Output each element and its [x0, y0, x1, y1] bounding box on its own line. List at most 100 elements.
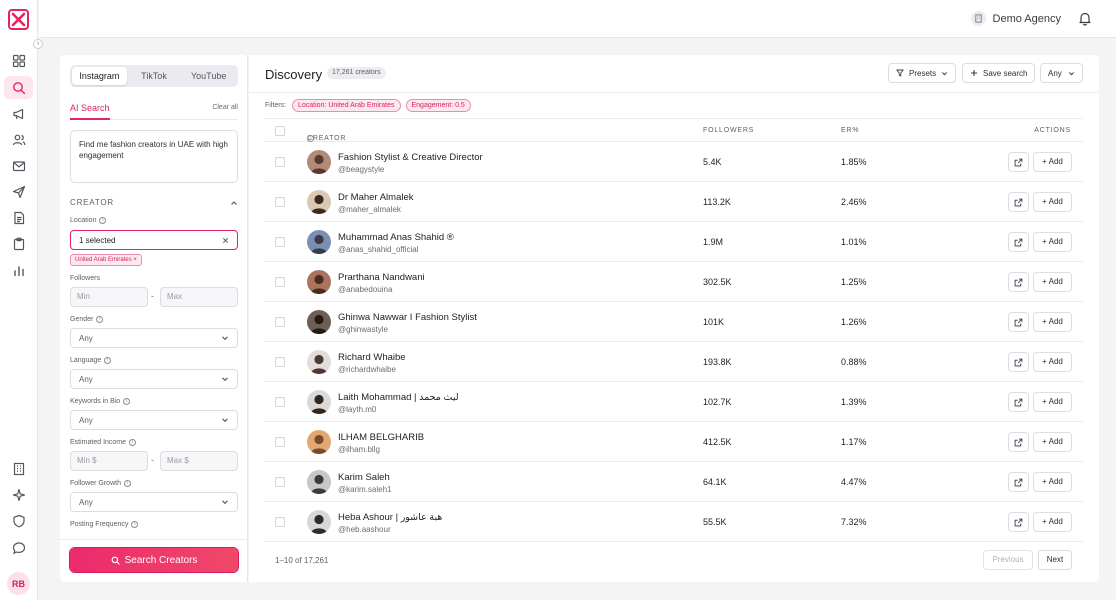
creator-avatar[interactable] [307, 270, 331, 294]
open-profile-button[interactable] [1008, 512, 1029, 532]
creator-name[interactable]: Heba Ashour | هبة عاشور [338, 512, 443, 523]
table-row[interactable]: ILHAM BELGHARIB @ilham.bllg 412.5K 1.17% + A… [265, 422, 1083, 462]
creator-avatar[interactable] [307, 430, 331, 454]
creator-name[interactable]: Laith Mohammad | ليث محمد [338, 392, 459, 403]
any-select[interactable]: Any [1040, 63, 1083, 83]
analytics-nav[interactable] [4, 258, 33, 281]
creator-avatar[interactable] [307, 230, 331, 254]
table-row[interactable]: Ghinwa Nawwar I Fashion Stylist @ghinwast… [265, 302, 1083, 342]
row-checkbox[interactable] [275, 197, 285, 207]
add-creator-button[interactable]: + Add [1033, 192, 1072, 212]
row-checkbox[interactable] [275, 317, 285, 327]
table-row[interactable]: Dr Maher Almalek @maher_almalek 113.2K 2.46… [265, 182, 1083, 222]
column-followers[interactable]: FOLLOWERS [703, 127, 755, 134]
creator-name[interactable]: Muhammad Anas Shahid ® [338, 232, 454, 243]
open-profile-button[interactable] [1008, 272, 1029, 292]
open-profile-button[interactable] [1008, 312, 1029, 332]
table-row[interactable]: Heba Ashour | هبة عاشور @heb.aashour 55.5K… [265, 502, 1083, 542]
open-profile-button[interactable] [1008, 472, 1029, 492]
agency-switcher[interactable]: Demo Agency [970, 11, 1061, 26]
select-all-checkbox[interactable] [275, 126, 285, 136]
user-avatar[interactable]: RB [7, 572, 30, 595]
dashboard-nav[interactable] [4, 49, 33, 72]
notifications-bell-icon[interactable] [1078, 11, 1092, 29]
ai-nav[interactable] [4, 483, 33, 506]
search-creators-button[interactable]: Search Creators [70, 548, 238, 572]
column-er[interactable]: ER% [841, 127, 860, 134]
creator-name[interactable]: Karim Saleh [338, 472, 390, 483]
row-checkbox[interactable] [275, 517, 285, 527]
ai-search-tab[interactable]: AI Search [70, 103, 110, 113]
creator-avatar[interactable] [307, 190, 331, 214]
income-min-input[interactable]: Min $ [70, 451, 148, 471]
collapse-sidebar-icon[interactable]: › [33, 39, 43, 49]
table-row[interactable]: Richard Whaibe @richardwhaibe 193.8K 0.88% +… [265, 342, 1083, 382]
row-checkbox[interactable] [275, 277, 285, 287]
followers-max-input[interactable]: Max [160, 287, 238, 307]
creator-name[interactable]: Prarthana Nandwani [338, 272, 425, 283]
tab-instagram[interactable]: Instagram [72, 67, 127, 85]
creator-name[interactable]: Fashion Stylist & Creative Director [338, 152, 483, 163]
filter-chip-location[interactable]: Location: United Arab Emirates [292, 98, 401, 112]
discovery-nav[interactable] [4, 76, 33, 99]
add-creator-button[interactable]: + Add [1033, 432, 1072, 452]
previous-page-button[interactable]: Previous [983, 550, 1033, 570]
creator-name[interactable]: Ghinwa Nawwar I Fashion Stylist [338, 312, 477, 323]
creator-name[interactable]: Richard Whaibe [338, 352, 406, 363]
tasks-nav[interactable] [4, 232, 33, 255]
inbox-nav[interactable] [4, 154, 33, 177]
open-profile-button[interactable] [1008, 192, 1029, 212]
campaigns-nav[interactable] [4, 102, 33, 125]
add-creator-button[interactable]: + Add [1033, 272, 1072, 292]
clear-icon[interactable] [222, 237, 229, 244]
clear-all-link[interactable]: Clear all [212, 104, 238, 111]
creators-nav[interactable] [4, 128, 33, 151]
row-checkbox[interactable] [275, 477, 285, 487]
creator-section-header[interactable]: CREATOR [70, 198, 238, 207]
add-creator-button[interactable]: + Add [1033, 472, 1072, 492]
creator-avatar[interactable] [307, 390, 331, 414]
creator-name[interactable]: Dr Maher Almalek [338, 192, 414, 203]
add-creator-button[interactable]: + Add [1033, 392, 1072, 412]
table-row[interactable]: Karim Saleh @karim.saleh1 64.1K 4.47% + Add [265, 462, 1083, 502]
tab-tiktok[interactable]: TikTok [141, 71, 167, 81]
location-select[interactable]: 1 selected [70, 230, 238, 250]
creator-avatar[interactable] [307, 470, 331, 494]
next-page-button[interactable]: Next [1038, 550, 1072, 570]
security-nav[interactable] [4, 509, 33, 532]
open-profile-button[interactable] [1008, 152, 1029, 172]
open-profile-button[interactable] [1008, 352, 1029, 372]
add-creator-button[interactable]: + Add [1033, 232, 1072, 252]
contracts-nav[interactable] [4, 206, 33, 229]
presets-button[interactable]: Presets [888, 63, 957, 83]
income-max-input[interactable]: Max $ [160, 451, 238, 471]
open-profile-button[interactable] [1008, 432, 1029, 452]
tab-youtube[interactable]: YouTube [190, 71, 227, 81]
location-chip[interactable]: United Arab Emirates × [70, 254, 142, 266]
row-checkbox[interactable] [275, 397, 285, 407]
filter-chip-engagement[interactable]: Engagement: 0.5 [405, 98, 471, 112]
followers-min-input[interactable]: Min [70, 287, 148, 307]
growth-select[interactable]: Any [70, 492, 238, 512]
creator-avatar[interactable] [307, 150, 331, 174]
gender-select[interactable]: Any [70, 328, 238, 348]
creator-name[interactable]: ILHAM BELGHARIB [338, 432, 425, 443]
add-creator-button[interactable]: + Add [1033, 512, 1072, 532]
row-checkbox[interactable] [275, 237, 285, 247]
save-search-button[interactable]: Save search [962, 63, 1036, 83]
language-select[interactable]: Any [70, 369, 238, 389]
organization-nav[interactable] [4, 457, 33, 480]
table-row[interactable]: Laith Mohammad | ليث محمد @layth.m0 102.7K… [265, 382, 1083, 422]
row-checkbox[interactable] [275, 437, 285, 447]
support-nav[interactable] [4, 536, 33, 559]
open-profile-button[interactable] [1008, 232, 1029, 252]
row-checkbox[interactable] [275, 357, 285, 367]
table-row[interactable]: Muhammad Anas Shahid ® @anas_shahid_offic… [265, 222, 1083, 262]
add-creator-button[interactable]: + Add [1033, 352, 1072, 372]
keywords-select[interactable]: Any [70, 410, 238, 430]
creator-avatar[interactable] [307, 510, 331, 534]
app-logo[interactable] [8, 9, 29, 30]
add-creator-button[interactable]: + Add [1033, 152, 1072, 172]
outreach-nav[interactable] [4, 180, 33, 203]
add-creator-button[interactable]: + Add [1033, 312, 1072, 332]
